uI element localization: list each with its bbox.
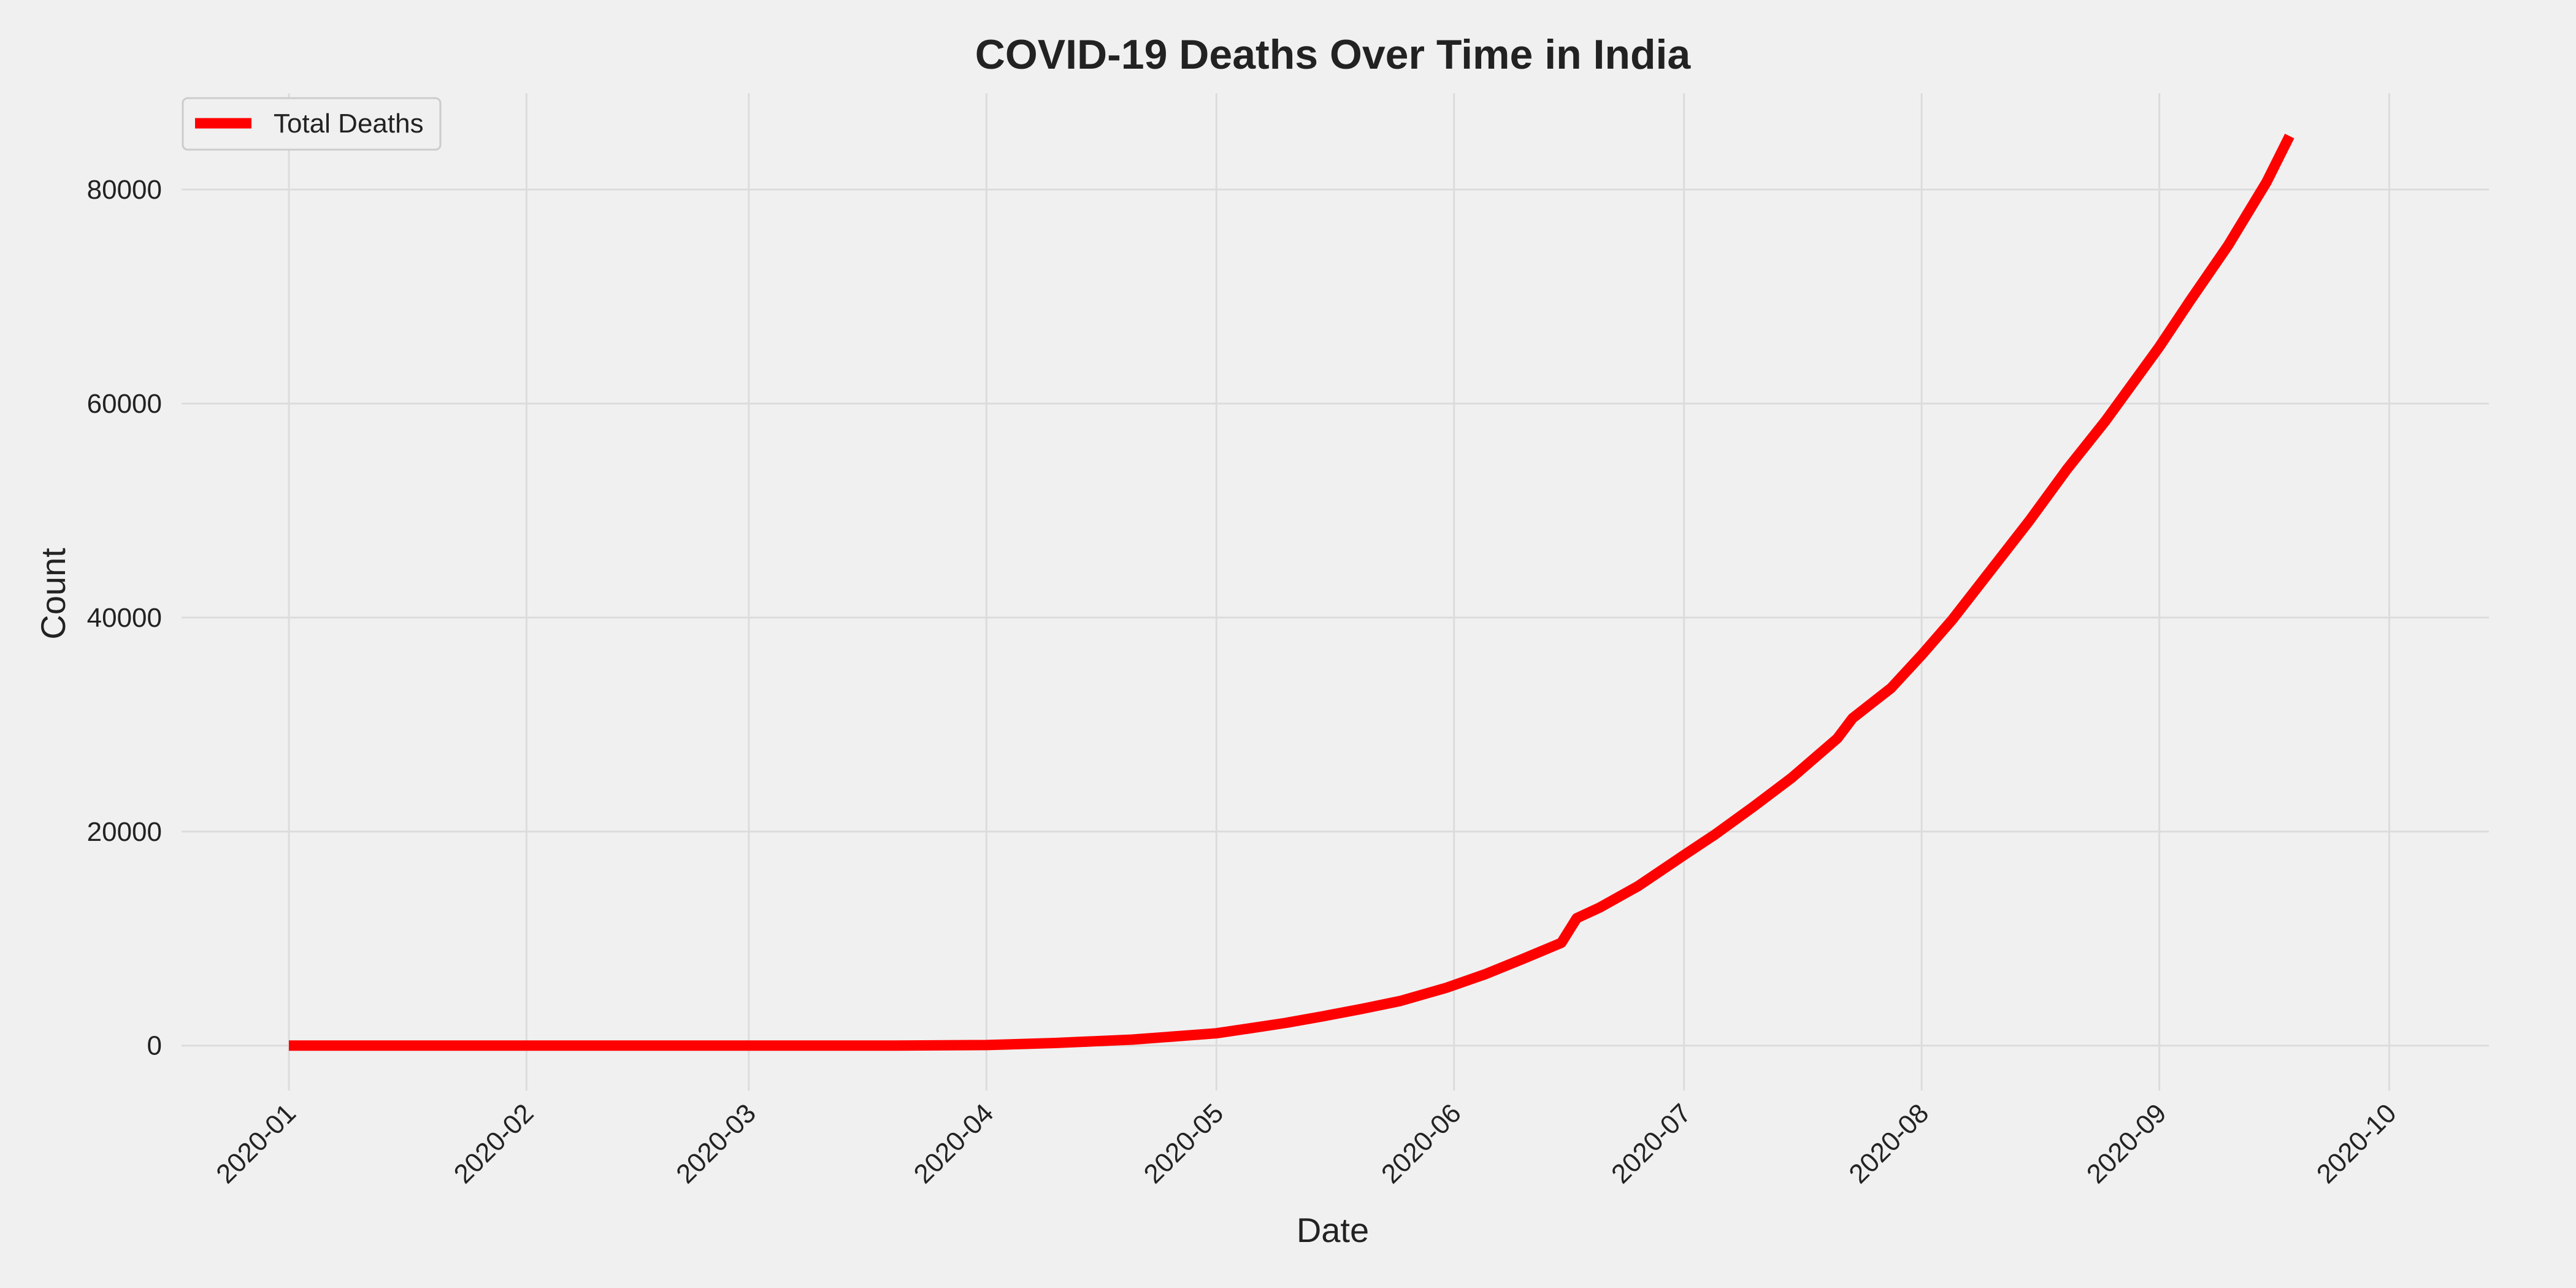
y-tick-label: 20000 bbox=[87, 817, 162, 847]
y-tick-label: 40000 bbox=[87, 603, 162, 633]
y-tick-label: 0 bbox=[147, 1031, 162, 1061]
y-tick-label: 80000 bbox=[87, 175, 162, 205]
x-axis-label: Date bbox=[1297, 1211, 1369, 1249]
y-tick-labels: 0 20000 40000 60000 80000 bbox=[87, 175, 162, 1061]
legend-label: Total Deaths bbox=[274, 109, 424, 139]
chart-title: COVID-19 Deaths Over Time in India bbox=[975, 31, 1692, 78]
series-layer bbox=[289, 133, 2294, 1051]
y-axis-label: Count bbox=[34, 548, 72, 640]
legend: Total Deaths bbox=[182, 97, 442, 151]
y-tick-label: 60000 bbox=[87, 389, 162, 419]
series-line-total-deaths bbox=[289, 133, 2294, 1051]
legend-box bbox=[182, 97, 442, 151]
